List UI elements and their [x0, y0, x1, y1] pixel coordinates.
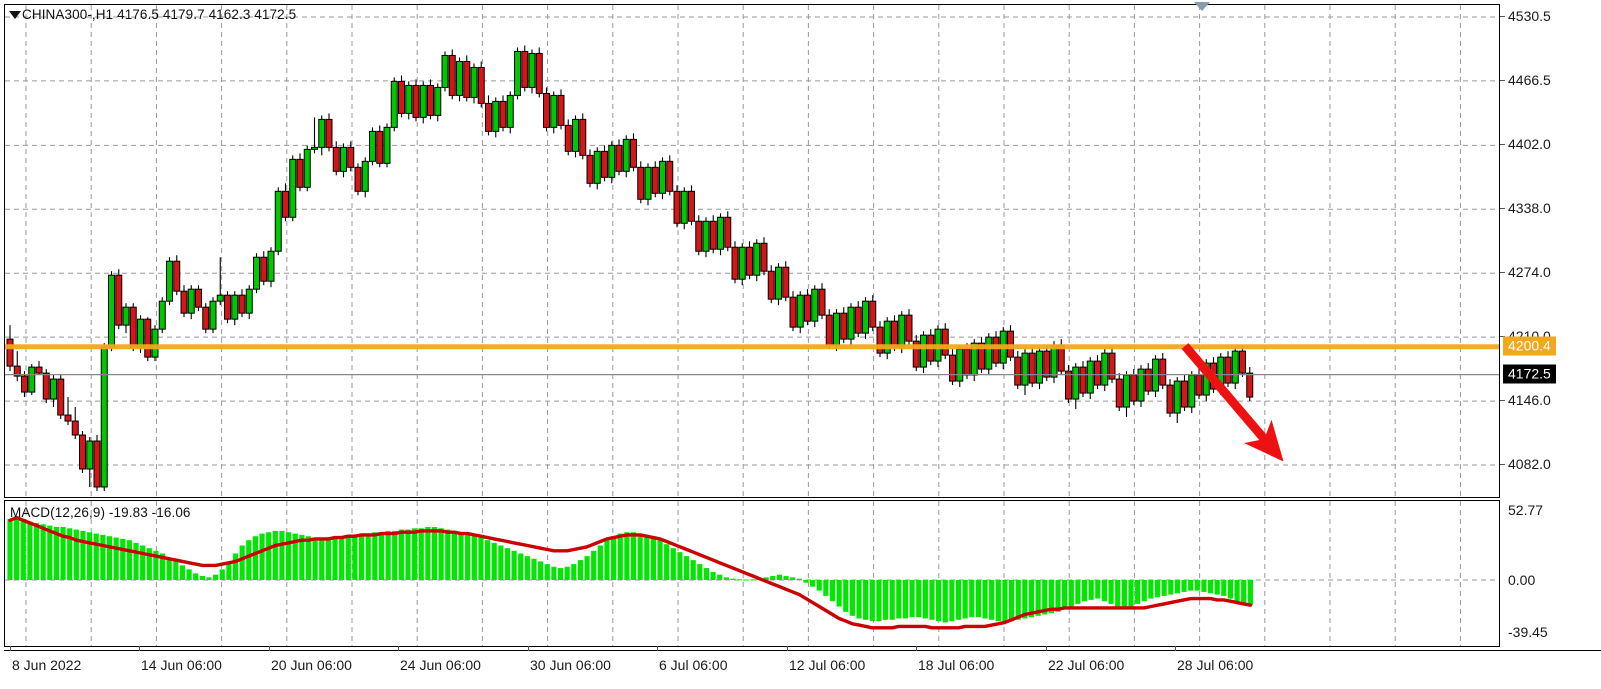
macd-axis-scale[interactable]: 52.77 0.00 -39.45	[1500, 500, 1601, 650]
macd-chart-canvas[interactable]	[5, 501, 1499, 646]
time-axis-label: 30 Jun 06:00	[530, 657, 611, 673]
price-axis-label: 4338.0	[1508, 200, 1551, 217]
time-axis-label: 6 Jul 06:00	[659, 657, 728, 673]
time-axis[interactable]: 8 Jun 2022 14 Jun 06:00 20 Jun 06:00 24 Jun…	[4, 646, 1601, 689]
current-price-badge[interactable]: 4172.5	[1503, 364, 1556, 384]
time-axis-tick	[398, 646, 399, 651]
price-chart-panel[interactable]	[4, 4, 1500, 498]
macd-axis-label: -39.45	[1508, 624, 1548, 641]
price-axis-label: 4146.0	[1508, 392, 1551, 409]
time-axis-label: 14 Jun 06:00	[141, 657, 222, 673]
price-chart-canvas[interactable]	[5, 5, 1499, 497]
time-axis-tick	[1046, 646, 1047, 651]
price-axis-tick	[1500, 464, 1505, 465]
price-axis-label: 4274.0	[1508, 264, 1551, 281]
time-axis-label: 18 Jul 06:00	[918, 657, 995, 673]
time-axis-tick	[1175, 646, 1176, 651]
price-axis-tick	[1500, 208, 1505, 210]
price-chart-legend: CHINA300-,H1 4176.5 4179.7 4162.3 4172.5	[22, 7, 297, 22]
time-axis-tick	[657, 646, 658, 651]
time-axis-label: 24 Jun 06:00	[400, 657, 481, 673]
time-axis-label: 12 Jul 06:00	[789, 657, 866, 673]
price-axis-tick	[1500, 16, 1505, 17]
price-axis-tick	[1500, 336, 1505, 338]
chart-top-marker-icon	[1194, 2, 1210, 11]
macd-indicator-panel[interactable]	[4, 500, 1500, 647]
price-axis-scale[interactable]: 4530.54466.54402.04338.04274.04210.04146…	[1500, 0, 1601, 500]
price-axis-tick	[1500, 144, 1505, 146]
window-top-bar	[0, 0, 1601, 3]
triangle-down-icon[interactable]	[9, 11, 21, 19]
price-axis-tick	[1500, 400, 1505, 402]
time-axis-tick	[787, 646, 788, 651]
macd-axis-label: 52.77	[1508, 502, 1544, 518]
time-axis-tick	[139, 646, 140, 651]
macd-axis-label: 0.00	[1508, 572, 1536, 588]
price-axis-tick	[1500, 272, 1505, 274]
time-axis-label: 8 Jun 2022	[12, 657, 82, 673]
time-axis-label: 20 Jun 06:00	[271, 657, 352, 673]
time-axis-tick	[528, 646, 529, 651]
price-axis-tick	[1500, 79, 1505, 81]
price-level-badge[interactable]: 4200.4	[1503, 336, 1556, 356]
macd-legend: MACD(12,26,9) -19.83 -16.06	[10, 505, 191, 520]
time-axis-label: 22 Jul 06:00	[1048, 657, 1125, 673]
price-axis-label: 4402.0	[1508, 136, 1551, 153]
price-axis-label: 4466.5	[1508, 71, 1551, 88]
price-axis-label: 4530.5	[1508, 8, 1551, 24]
time-axis-tick	[916, 646, 917, 651]
time-axis-tick	[10, 646, 11, 651]
price-axis-label: 4082.0	[1508, 456, 1551, 472]
time-axis-tick	[269, 646, 270, 651]
time-axis-label: 28 Jul 06:00	[1177, 657, 1254, 673]
